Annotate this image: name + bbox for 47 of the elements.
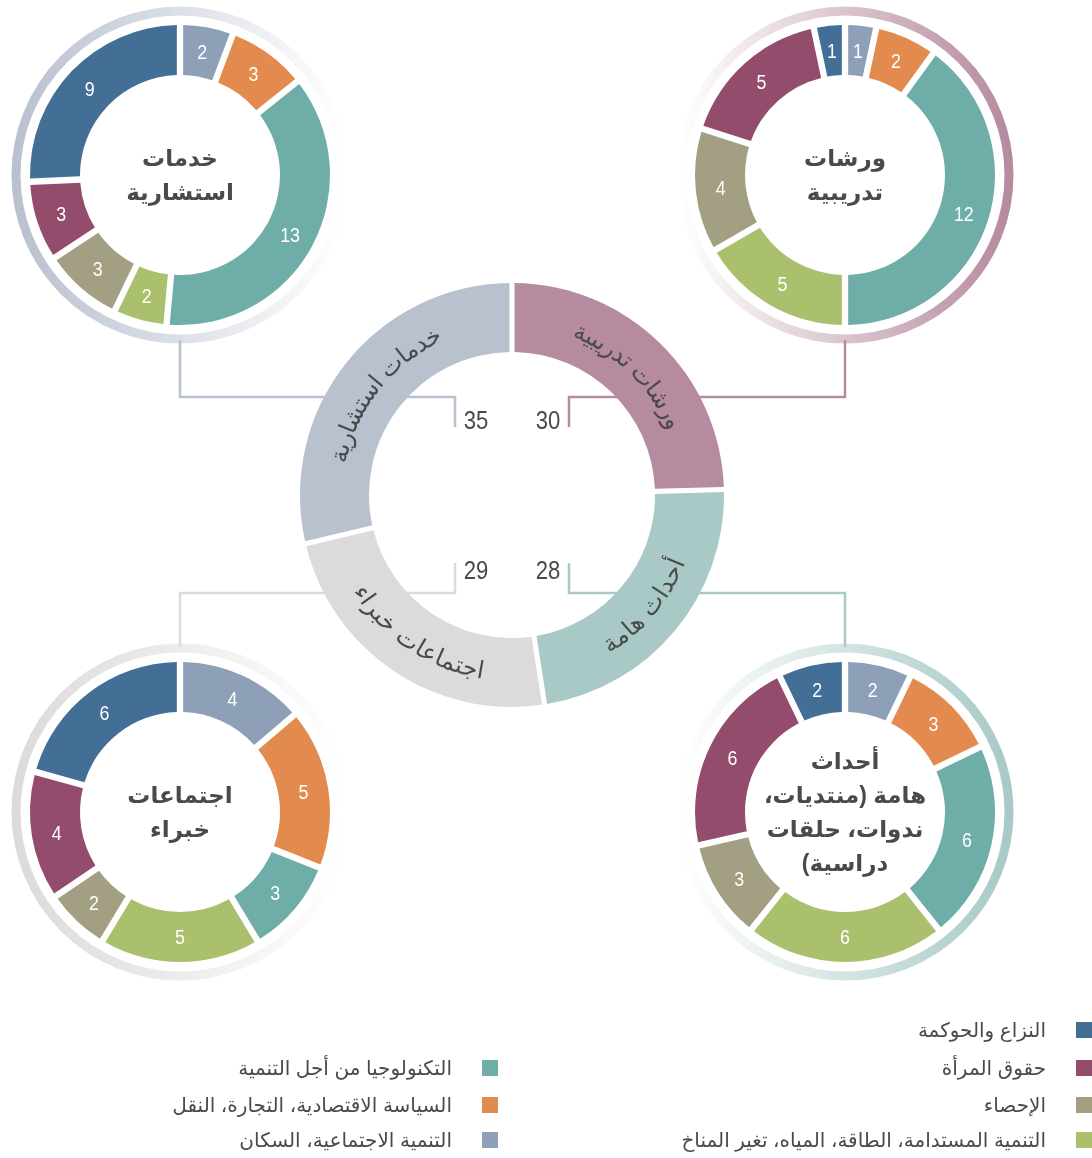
data-label: 2: [89, 890, 99, 915]
data-label: 28: [535, 555, 561, 585]
data-label: 2: [890, 48, 901, 73]
data-label: 6: [99, 700, 110, 725]
data-label: 5: [777, 271, 788, 295]
slice-label: خدمات استشارية: [324, 320, 446, 465]
data-label: 5: [175, 924, 186, 949]
slice-label: أحداث هامة (منتديات، ندوات، حلقات دراسية): [763, 745, 927, 878]
data-label: 4: [227, 686, 238, 711]
data-label: 30: [535, 405, 561, 435]
data-label: 2: [141, 283, 152, 308]
data-label: 9: [84, 76, 95, 101]
donut-slice: [514, 283, 724, 489]
data-label: 6: [840, 924, 850, 949]
legend-label: السياسة الاقتصادية، التجارة، النقل: [172, 1094, 452, 1117]
legend-label: الإحصاء: [983, 1094, 1046, 1117]
data-label: 4: [51, 820, 62, 844]
slice-label: ورشات تدريبية: [570, 316, 689, 434]
data-label: 35: [463, 405, 489, 435]
data-label: 3: [56, 201, 67, 226]
data-label: 6: [727, 745, 738, 770]
data-label: 2: [812, 678, 823, 702]
data-label: 3: [734, 866, 745, 891]
data-label: 1: [853, 38, 864, 63]
legend-label: النزاع والحوكمة: [917, 1019, 1046, 1042]
legend-label: التكنولوجيا من أجل التنمية: [238, 1055, 452, 1080]
data-label: 3: [270, 880, 281, 905]
slice-label: خدمات استشارية: [126, 145, 234, 207]
data-label: 4: [715, 176, 726, 200]
slice-label: ورشات تدريبية: [804, 145, 886, 207]
data-label: 3: [92, 257, 103, 281]
data-label: 5: [298, 779, 309, 804]
slice-label: اجتماعات خبراء: [127, 782, 233, 844]
donut-slice: [536, 492, 724, 705]
data-label: 2: [197, 39, 208, 64]
data-label: 5: [756, 70, 767, 94]
data-label: 3: [248, 61, 259, 86]
legend-label: حقوق المرأة: [941, 1055, 1046, 1080]
legend-label: التنمية المستدامة، الطاقة، المياه، تغير المناخ: [681, 1129, 1046, 1152]
data-label: 2: [867, 678, 878, 702]
data-label: 13: [280, 222, 300, 246]
data-label: 6: [961, 827, 972, 852]
slice-label: أحداث هامة: [597, 553, 690, 658]
data-label: 3: [928, 711, 939, 736]
data-label: 1: [826, 38, 837, 63]
legend-label: التنمية الاجتماعية، السكان: [239, 1129, 452, 1151]
data-label: 12: [953, 201, 974, 226]
